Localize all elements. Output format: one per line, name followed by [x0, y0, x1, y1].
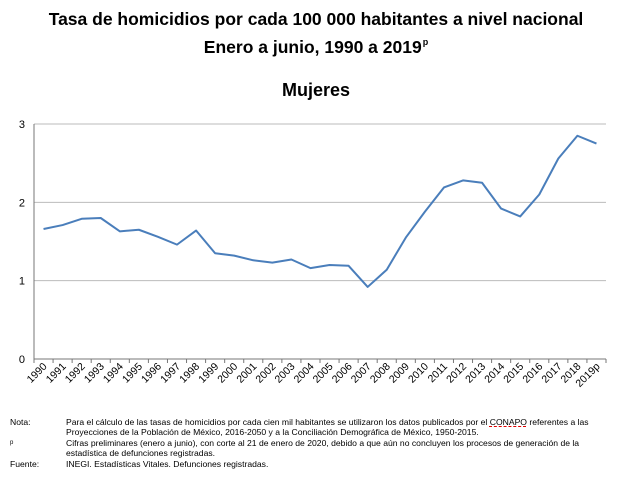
x-tick-label: 2004 [292, 361, 317, 386]
preliminary-row: p Cifras preliminares (enero a junio), c… [10, 438, 622, 459]
x-axis: 1990199119921993199419951996199719981999… [25, 359, 607, 390]
plot-area [43, 134, 597, 288]
chart-title-line2: Enero a junio, 1990 a 2019p [0, 37, 632, 58]
x-tick-label: 2010 [406, 361, 431, 386]
x-tick-label: 1991 [44, 361, 69, 386]
conapo-abbr: CONAPO [489, 417, 527, 427]
x-tick-label: 2008 [368, 361, 393, 386]
source-text: INEGI. Estadísticas Vitales. Defunciones… [66, 458, 269, 469]
gridlines [33, 123, 606, 360]
x-tick-label: 1997 [158, 361, 183, 386]
x-tick-label: 1993 [82, 361, 107, 386]
y-axis: 0 1 2 3 [19, 119, 25, 366]
x-tick-label: 1995 [120, 361, 145, 386]
x-tick-label: 2001 [234, 361, 259, 386]
x-tick-label: 2005 [311, 361, 336, 386]
x-tick-label: 2016 [520, 361, 545, 386]
chart-subtitle: Mujeres [281, 80, 351, 100]
note-text: Para el cálculo de las tasas de homicidi… [66, 417, 622, 438]
x-tick-label: 2014 [482, 361, 507, 386]
y-tick-label: 2 [19, 197, 25, 209]
x-tick-label: 1994 [101, 361, 126, 386]
footnotes: Nota: Para el cálculo de las tasas de ho… [10, 417, 622, 469]
note-text-part1: Para el cálculo de las tasas de homicidi… [66, 417, 488, 427]
x-tick-label: 1990 [25, 361, 50, 386]
x-tick-label: 2013 [463, 361, 488, 386]
source-row: Fuente: INEGI. Estadísticas Vitales. Def… [10, 459, 622, 469]
x-tick-label: 2017 [539, 361, 564, 386]
x-tick-label: 2000 [215, 361, 240, 386]
x-tick-label: 2003 [273, 361, 298, 386]
x-tick-label: 1992 [63, 361, 88, 386]
x-tick-label: 2006 [330, 361, 355, 386]
x-tick-label: 2015 [501, 361, 526, 386]
preliminary-text: Cifras preliminares (enero a junio), con… [66, 437, 580, 459]
x-tick-label: 2002 [253, 361, 278, 386]
x-tick-label: 2007 [349, 361, 374, 386]
note-row: Nota: Para el cálculo de las tasas de ho… [10, 417, 622, 438]
title-period: Enero a junio, 1990 a 2019 [203, 37, 422, 57]
source-label: Fuente: [10, 458, 40, 469]
preliminary-label: p [10, 439, 14, 446]
chart-title: Tasa de homicidios por cada 100 000 habi… [48, 9, 584, 29]
y-tick-label: 3 [19, 119, 25, 131]
preliminary-marker: p [422, 37, 429, 47]
x-tick-label: 2009 [387, 361, 412, 386]
note-label: Nota: [10, 417, 31, 427]
series-line-mujeres [43, 134, 597, 288]
x-tick-label: 2012 [444, 361, 469, 386]
note-text-part2: referentes a las Proyecciones de la Pobl… [66, 417, 589, 438]
x-tick-label: 1998 [177, 361, 202, 386]
x-tick-label: 2011 [426, 361, 451, 386]
y-tick-label: 0 [19, 354, 25, 366]
x-tick-label: 1996 [139, 361, 164, 386]
x-tick-label: 1999 [196, 361, 221, 386]
y-tick-label: 1 [19, 276, 25, 288]
